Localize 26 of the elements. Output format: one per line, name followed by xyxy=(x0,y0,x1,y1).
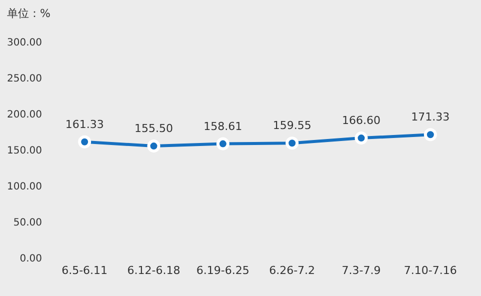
x-tick-label: 7.10-7.16 xyxy=(404,264,457,277)
x-tick-label: 7.3-7.9 xyxy=(342,264,381,277)
point xyxy=(147,140,160,153)
y-tick-label: 0.00 xyxy=(20,254,42,265)
y-tick-label: 300.00 xyxy=(7,38,42,49)
x-tick-label: 6.12-6.18 xyxy=(127,264,180,277)
point xyxy=(354,132,368,145)
data-label: 166.60 xyxy=(342,114,380,128)
x-tick-label: 6.5-6.11 xyxy=(62,264,108,277)
y-tick-label: 50.00 xyxy=(13,218,42,229)
y-tick-label: 200.00 xyxy=(7,110,42,121)
data-label: 171.33 xyxy=(411,110,450,124)
point xyxy=(216,137,230,150)
y-tick-label: 250.00 xyxy=(7,74,42,85)
data-label: 159.55 xyxy=(272,119,312,132)
point xyxy=(78,135,92,148)
point xyxy=(424,128,437,142)
data-label: 158.61 xyxy=(204,120,242,133)
data-label: 161.33 xyxy=(65,118,104,131)
x-tick-label: 6.19-6.25 xyxy=(196,264,250,277)
point xyxy=(286,136,299,150)
y-tick-label: 150.00 xyxy=(7,146,42,157)
data-label: 155.50 xyxy=(134,122,173,136)
y-axis-title: 单位：% xyxy=(7,6,50,21)
y-tick-label: 100.00 xyxy=(7,182,42,193)
x-tick-label: 6.26-7.2 xyxy=(269,264,316,277)
